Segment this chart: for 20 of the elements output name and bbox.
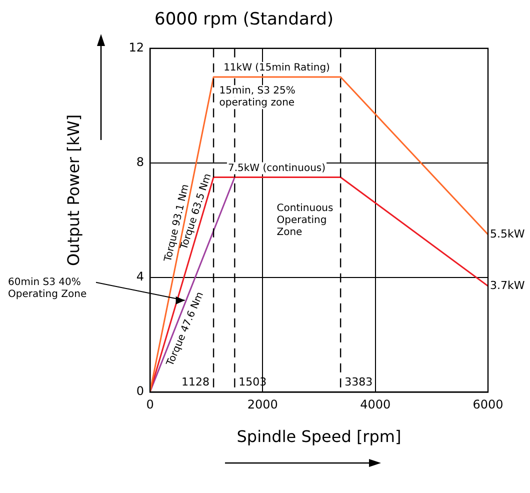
annotation: 3.7kW: [490, 278, 525, 292]
x-tick-label: 0: [146, 397, 154, 412]
y-axis-title: Output Power [kW]: [64, 114, 84, 266]
ref-line-label: 3383: [344, 375, 373, 388]
annotation: 7.5kW (continuous): [228, 162, 326, 174]
x-tick-label: 2000: [247, 397, 278, 412]
x-tick-label: 6000: [472, 397, 504, 412]
annotation: 15min, S3 25% operating zone: [219, 86, 296, 109]
annotation: 11kW (15min Rating): [224, 62, 330, 74]
annotation: Continuous Operating Zone: [276, 202, 334, 238]
y-tick-label: 12: [128, 40, 144, 55]
y-tick-label: 0: [136, 384, 144, 398]
annotation: 60min S3 40% Operating Zone: [8, 276, 87, 300]
y-tick-label: 4: [136, 270, 144, 284]
y-tick-label: 8: [136, 155, 144, 170]
annotation: 5.5kW: [490, 227, 525, 240]
chart-title: 6000 rpm (Standard): [154, 10, 334, 30]
x-axis-title: Spindle Speed [rpm]: [236, 427, 402, 446]
x-tick-label: 4000: [360, 397, 391, 412]
ref-line-label: 1128: [182, 375, 210, 388]
